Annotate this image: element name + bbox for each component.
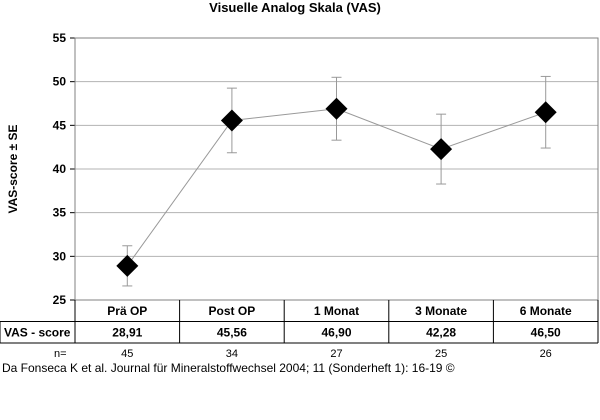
y-tick-label: 25 (53, 293, 67, 307)
y-tick-label: 35 (53, 206, 67, 220)
plot-border (74, 37, 599, 301)
data-point-diamond (325, 97, 348, 120)
n-value: 27 (330, 348, 342, 360)
data-point-diamond (534, 101, 557, 124)
n-value: 45 (121, 348, 133, 360)
n-row: n= 45 34 27 25 26 (54, 348, 552, 360)
data-point-diamond (430, 138, 453, 161)
y-tick-label: 50 (53, 75, 67, 89)
chart-title: Visuelle Analog Skala (VAS) (209, 0, 381, 15)
table-value-cell: 42,28 (426, 326, 456, 340)
table-row-label: VAS - score (4, 326, 71, 340)
table-value-cell: 45,56 (217, 326, 247, 340)
x-category-label: Post OP (209, 304, 256, 318)
data-point-diamond (220, 109, 243, 132)
x-category-label: Prä OP (107, 304, 147, 318)
x-category-label: 3 Monate (415, 304, 467, 318)
x-category-label: 6 Monate (520, 304, 572, 318)
data-point-diamond (116, 254, 139, 277)
data-table: VAS - score Prä OP 28,91 Post OP 45,56 1 Mona… (0, 300, 599, 344)
n-value: 25 (435, 348, 447, 360)
data-markers (116, 97, 557, 277)
y-axis-label: VAS-score ± SE (6, 124, 20, 213)
table-value-cell: 46,90 (321, 326, 351, 340)
n-value: 34 (226, 348, 238, 360)
y-tick-label: 45 (53, 118, 67, 132)
y-tick-label: 55 (53, 31, 67, 45)
n-value: 26 (540, 348, 552, 360)
table-value-cell: 28,91 (112, 326, 142, 340)
x-category-label: 1 Monat (314, 304, 359, 318)
citation-text: Da Fonseca K et al. Journal für Minerals… (2, 361, 455, 375)
y-tick-labels: 25 30 35 40 45 50 55 (53, 31, 67, 307)
n-label: n= (54, 348, 67, 360)
table-value-cell: 46,50 (531, 326, 561, 340)
y-tick-label: 30 (53, 249, 67, 263)
y-tick-label: 40 (53, 162, 67, 176)
